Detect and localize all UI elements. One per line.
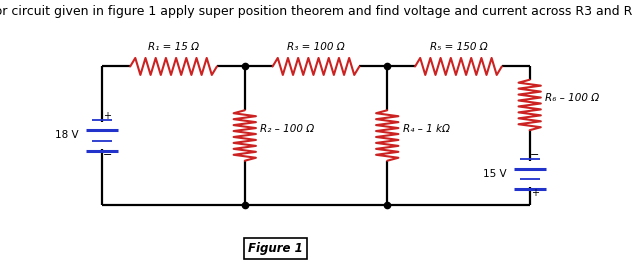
Text: 15 V: 15 V xyxy=(482,169,506,179)
Text: +: + xyxy=(103,111,111,121)
Text: R₁ = 15 Ω: R₁ = 15 Ω xyxy=(148,42,199,52)
Text: R₂ – 100 Ω: R₂ – 100 Ω xyxy=(260,124,314,134)
Text: For circuit given in figure 1 apply super position theorem and find voltage and : For circuit given in figure 1 apply supe… xyxy=(0,5,632,18)
Text: +: + xyxy=(531,188,538,198)
Text: −: − xyxy=(530,150,539,160)
Text: R₄ – 1 kΩ: R₄ – 1 kΩ xyxy=(403,124,449,134)
Text: Figure 1: Figure 1 xyxy=(248,242,303,255)
Text: R₆ – 100 Ω: R₆ – 100 Ω xyxy=(545,93,599,103)
Text: 18 V: 18 V xyxy=(55,131,79,140)
Text: R₃ = 100 Ω: R₃ = 100 Ω xyxy=(287,42,345,52)
Text: R₅ = 150 Ω: R₅ = 150 Ω xyxy=(430,42,487,52)
Text: −: − xyxy=(102,150,112,160)
